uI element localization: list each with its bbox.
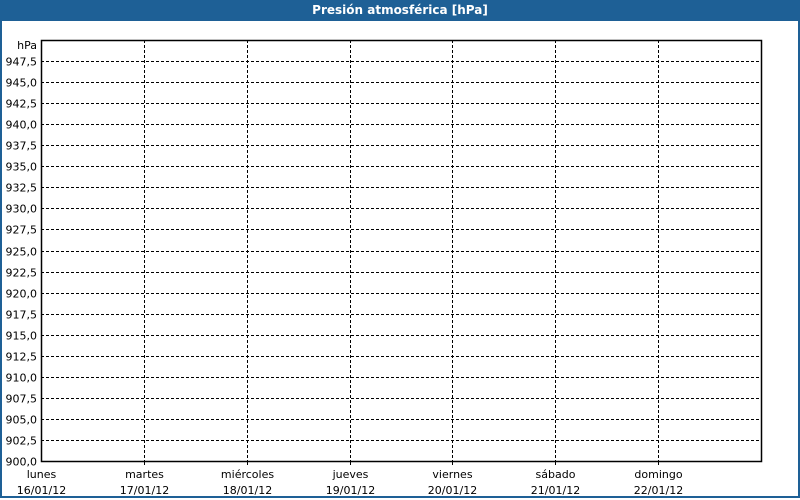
x-tick-date: 22/01/12 bbox=[634, 484, 683, 497]
y-tick-label: 902,5 bbox=[6, 435, 38, 448]
x-tick-date: 18/01/12 bbox=[223, 484, 272, 497]
y-tick-label: 947,5 bbox=[6, 56, 38, 69]
x-tick-day: jueves bbox=[332, 468, 369, 481]
x-tick-day: lunes bbox=[27, 468, 57, 481]
y-tick-label: 912,5 bbox=[6, 351, 38, 364]
plot-frame bbox=[40, 39, 763, 463]
y-tick-label: 917,5 bbox=[6, 309, 38, 322]
x-tick-date: 17/01/12 bbox=[120, 484, 169, 497]
x-tick-day: miércoles bbox=[221, 468, 274, 481]
y-tick-label: 935,0 bbox=[6, 161, 38, 174]
y-tick-label: 932,5 bbox=[6, 182, 38, 195]
y-tick-label: 945,0 bbox=[6, 77, 38, 90]
y-tick-label: 937,5 bbox=[6, 140, 38, 153]
y-tick-label: 900,0 bbox=[6, 456, 38, 469]
y-tick-label: 927,5 bbox=[6, 224, 38, 237]
y-tick-label: 940,0 bbox=[6, 119, 38, 132]
y-tick-label: 920,0 bbox=[6, 288, 38, 301]
y-tick-label: 925,0 bbox=[6, 246, 38, 259]
y-tick-label: 905,0 bbox=[6, 414, 38, 427]
x-tick-day: sábado bbox=[536, 468, 576, 481]
x-tick-date: 20/01/12 bbox=[428, 484, 477, 497]
y-tick-label: 942,5 bbox=[6, 98, 38, 111]
x-tick-date: 16/01/12 bbox=[17, 484, 66, 497]
x-tick-day: martes bbox=[125, 468, 164, 481]
x-tick-day: viernes bbox=[432, 468, 472, 481]
y-tick-label: 910,0 bbox=[6, 372, 38, 385]
y-tick-label: 930,0 bbox=[6, 203, 38, 216]
y-tick-label: 915,0 bbox=[6, 330, 38, 343]
y-axis-unit-label: hPa bbox=[17, 39, 37, 52]
x-tick-date: 19/01/12 bbox=[326, 484, 375, 497]
y-tick-label: 922,5 bbox=[6, 267, 38, 280]
y-tick-label: 907,5 bbox=[6, 393, 38, 406]
chart-title: Presión atmosférica [hPa] bbox=[0, 0, 800, 21]
x-tick-date: 21/01/12 bbox=[531, 484, 580, 497]
x-tick-day: domingo bbox=[634, 468, 682, 481]
